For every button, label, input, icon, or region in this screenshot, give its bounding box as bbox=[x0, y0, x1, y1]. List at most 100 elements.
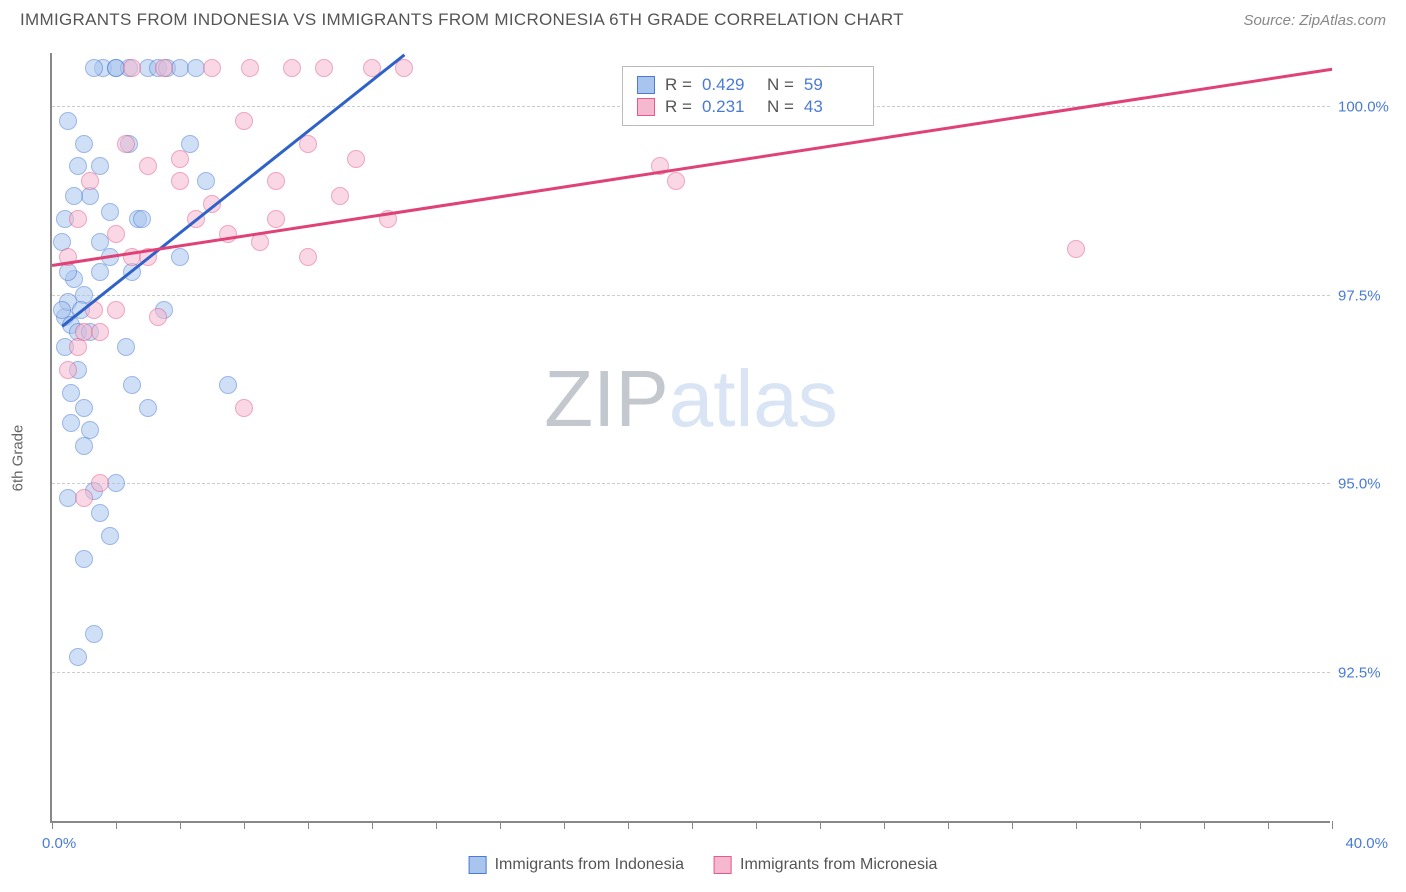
gridline: 97.5% bbox=[52, 295, 1330, 296]
chart-container: 6th Grade ZIPatlas 92.5% 95.0% 97.5% 100.0%… bbox=[0, 38, 1406, 878]
data-point bbox=[107, 225, 125, 243]
gridline: 92.5% bbox=[52, 672, 1330, 673]
y-tick-label: 97.5% bbox=[1338, 287, 1398, 304]
x-tick bbox=[884, 821, 885, 829]
data-point bbox=[69, 157, 87, 175]
n-label: N = bbox=[767, 97, 794, 117]
stats-row: R = 0.429 N = 59 bbox=[637, 75, 859, 95]
legend-item: Immigrants from Micronesia bbox=[714, 856, 937, 874]
data-point bbox=[219, 376, 237, 394]
data-point bbox=[1067, 240, 1085, 258]
legend-swatch bbox=[637, 76, 655, 94]
data-point bbox=[107, 301, 125, 319]
data-point bbox=[62, 384, 80, 402]
data-point bbox=[149, 308, 167, 326]
source-label: Source: ZipAtlas.com bbox=[1243, 12, 1386, 29]
data-point bbox=[123, 59, 141, 77]
watermark: ZIPatlas bbox=[544, 353, 837, 445]
legend-item: Immigrants from Indonesia bbox=[469, 856, 684, 874]
data-point bbox=[85, 625, 103, 643]
y-tick-label: 95.0% bbox=[1338, 476, 1398, 493]
data-point bbox=[133, 210, 151, 228]
data-point bbox=[171, 248, 189, 266]
stats-box: R = 0.429 N = 59 R = 0.231 N = 43 bbox=[622, 66, 874, 126]
x-tick bbox=[52, 821, 53, 829]
data-point bbox=[171, 172, 189, 190]
data-point bbox=[91, 504, 109, 522]
n-value: 43 bbox=[804, 97, 859, 117]
x-tick bbox=[1204, 821, 1205, 829]
data-point bbox=[59, 112, 77, 130]
legend-bottom: Immigrants from Indonesia Immigrants from… bbox=[469, 856, 938, 874]
data-point bbox=[123, 376, 141, 394]
data-point bbox=[235, 399, 253, 417]
y-axis-title: 6th Grade bbox=[10, 425, 27, 492]
x-axis-max: 40.0% bbox=[1345, 835, 1388, 852]
data-point bbox=[155, 59, 173, 77]
legend-label: Immigrants from Indonesia bbox=[495, 856, 684, 874]
x-tick bbox=[244, 821, 245, 829]
x-tick bbox=[1268, 821, 1269, 829]
r-label: R = bbox=[665, 75, 692, 95]
legend-swatch bbox=[469, 856, 487, 874]
n-value: 59 bbox=[804, 75, 859, 95]
data-point bbox=[315, 59, 333, 77]
x-tick bbox=[1012, 821, 1013, 829]
data-point bbox=[171, 150, 189, 168]
data-point bbox=[59, 361, 77, 379]
x-tick bbox=[500, 821, 501, 829]
data-point bbox=[101, 527, 119, 545]
x-tick bbox=[628, 821, 629, 829]
x-tick bbox=[436, 821, 437, 829]
data-point bbox=[117, 135, 135, 153]
x-tick bbox=[308, 821, 309, 829]
data-point bbox=[81, 421, 99, 439]
data-point bbox=[75, 489, 93, 507]
stats-row: R = 0.231 N = 43 bbox=[637, 97, 859, 117]
data-point bbox=[267, 172, 285, 190]
r-label: R = bbox=[665, 97, 692, 117]
data-point bbox=[347, 150, 365, 168]
data-point bbox=[91, 323, 109, 341]
x-tick bbox=[1076, 821, 1077, 829]
chart-title: IMMIGRANTS FROM INDONESIA VS IMMIGRANTS … bbox=[20, 10, 904, 30]
data-point bbox=[283, 59, 301, 77]
data-point bbox=[107, 474, 125, 492]
x-tick bbox=[180, 821, 181, 829]
data-point bbox=[203, 59, 221, 77]
data-point bbox=[75, 135, 93, 153]
data-point bbox=[91, 263, 109, 281]
data-point bbox=[667, 172, 685, 190]
x-tick bbox=[948, 821, 949, 829]
data-point bbox=[299, 248, 317, 266]
legend-swatch bbox=[714, 856, 732, 874]
trend-line bbox=[61, 53, 405, 327]
data-point bbox=[85, 59, 103, 77]
data-point bbox=[69, 648, 87, 666]
data-point bbox=[81, 172, 99, 190]
y-tick-label: 100.0% bbox=[1338, 98, 1398, 115]
x-tick bbox=[564, 821, 565, 829]
legend-label: Immigrants from Micronesia bbox=[740, 856, 937, 874]
x-tick bbox=[1332, 821, 1333, 829]
x-tick bbox=[756, 821, 757, 829]
data-point bbox=[117, 338, 135, 356]
r-value: 0.429 bbox=[702, 75, 757, 95]
x-tick bbox=[820, 821, 821, 829]
y-tick-label: 92.5% bbox=[1338, 665, 1398, 682]
data-point bbox=[139, 399, 157, 417]
r-value: 0.231 bbox=[702, 97, 757, 117]
x-tick bbox=[1140, 821, 1141, 829]
data-point bbox=[197, 172, 215, 190]
x-tick bbox=[116, 821, 117, 829]
data-point bbox=[91, 474, 109, 492]
x-axis-min: 0.0% bbox=[42, 835, 76, 852]
data-point bbox=[62, 414, 80, 432]
data-point bbox=[395, 59, 413, 77]
data-point bbox=[69, 210, 87, 228]
x-tick bbox=[372, 821, 373, 829]
x-tick bbox=[692, 821, 693, 829]
n-label: N = bbox=[767, 75, 794, 95]
data-point bbox=[241, 59, 259, 77]
gridline: 95.0% bbox=[52, 483, 1330, 484]
